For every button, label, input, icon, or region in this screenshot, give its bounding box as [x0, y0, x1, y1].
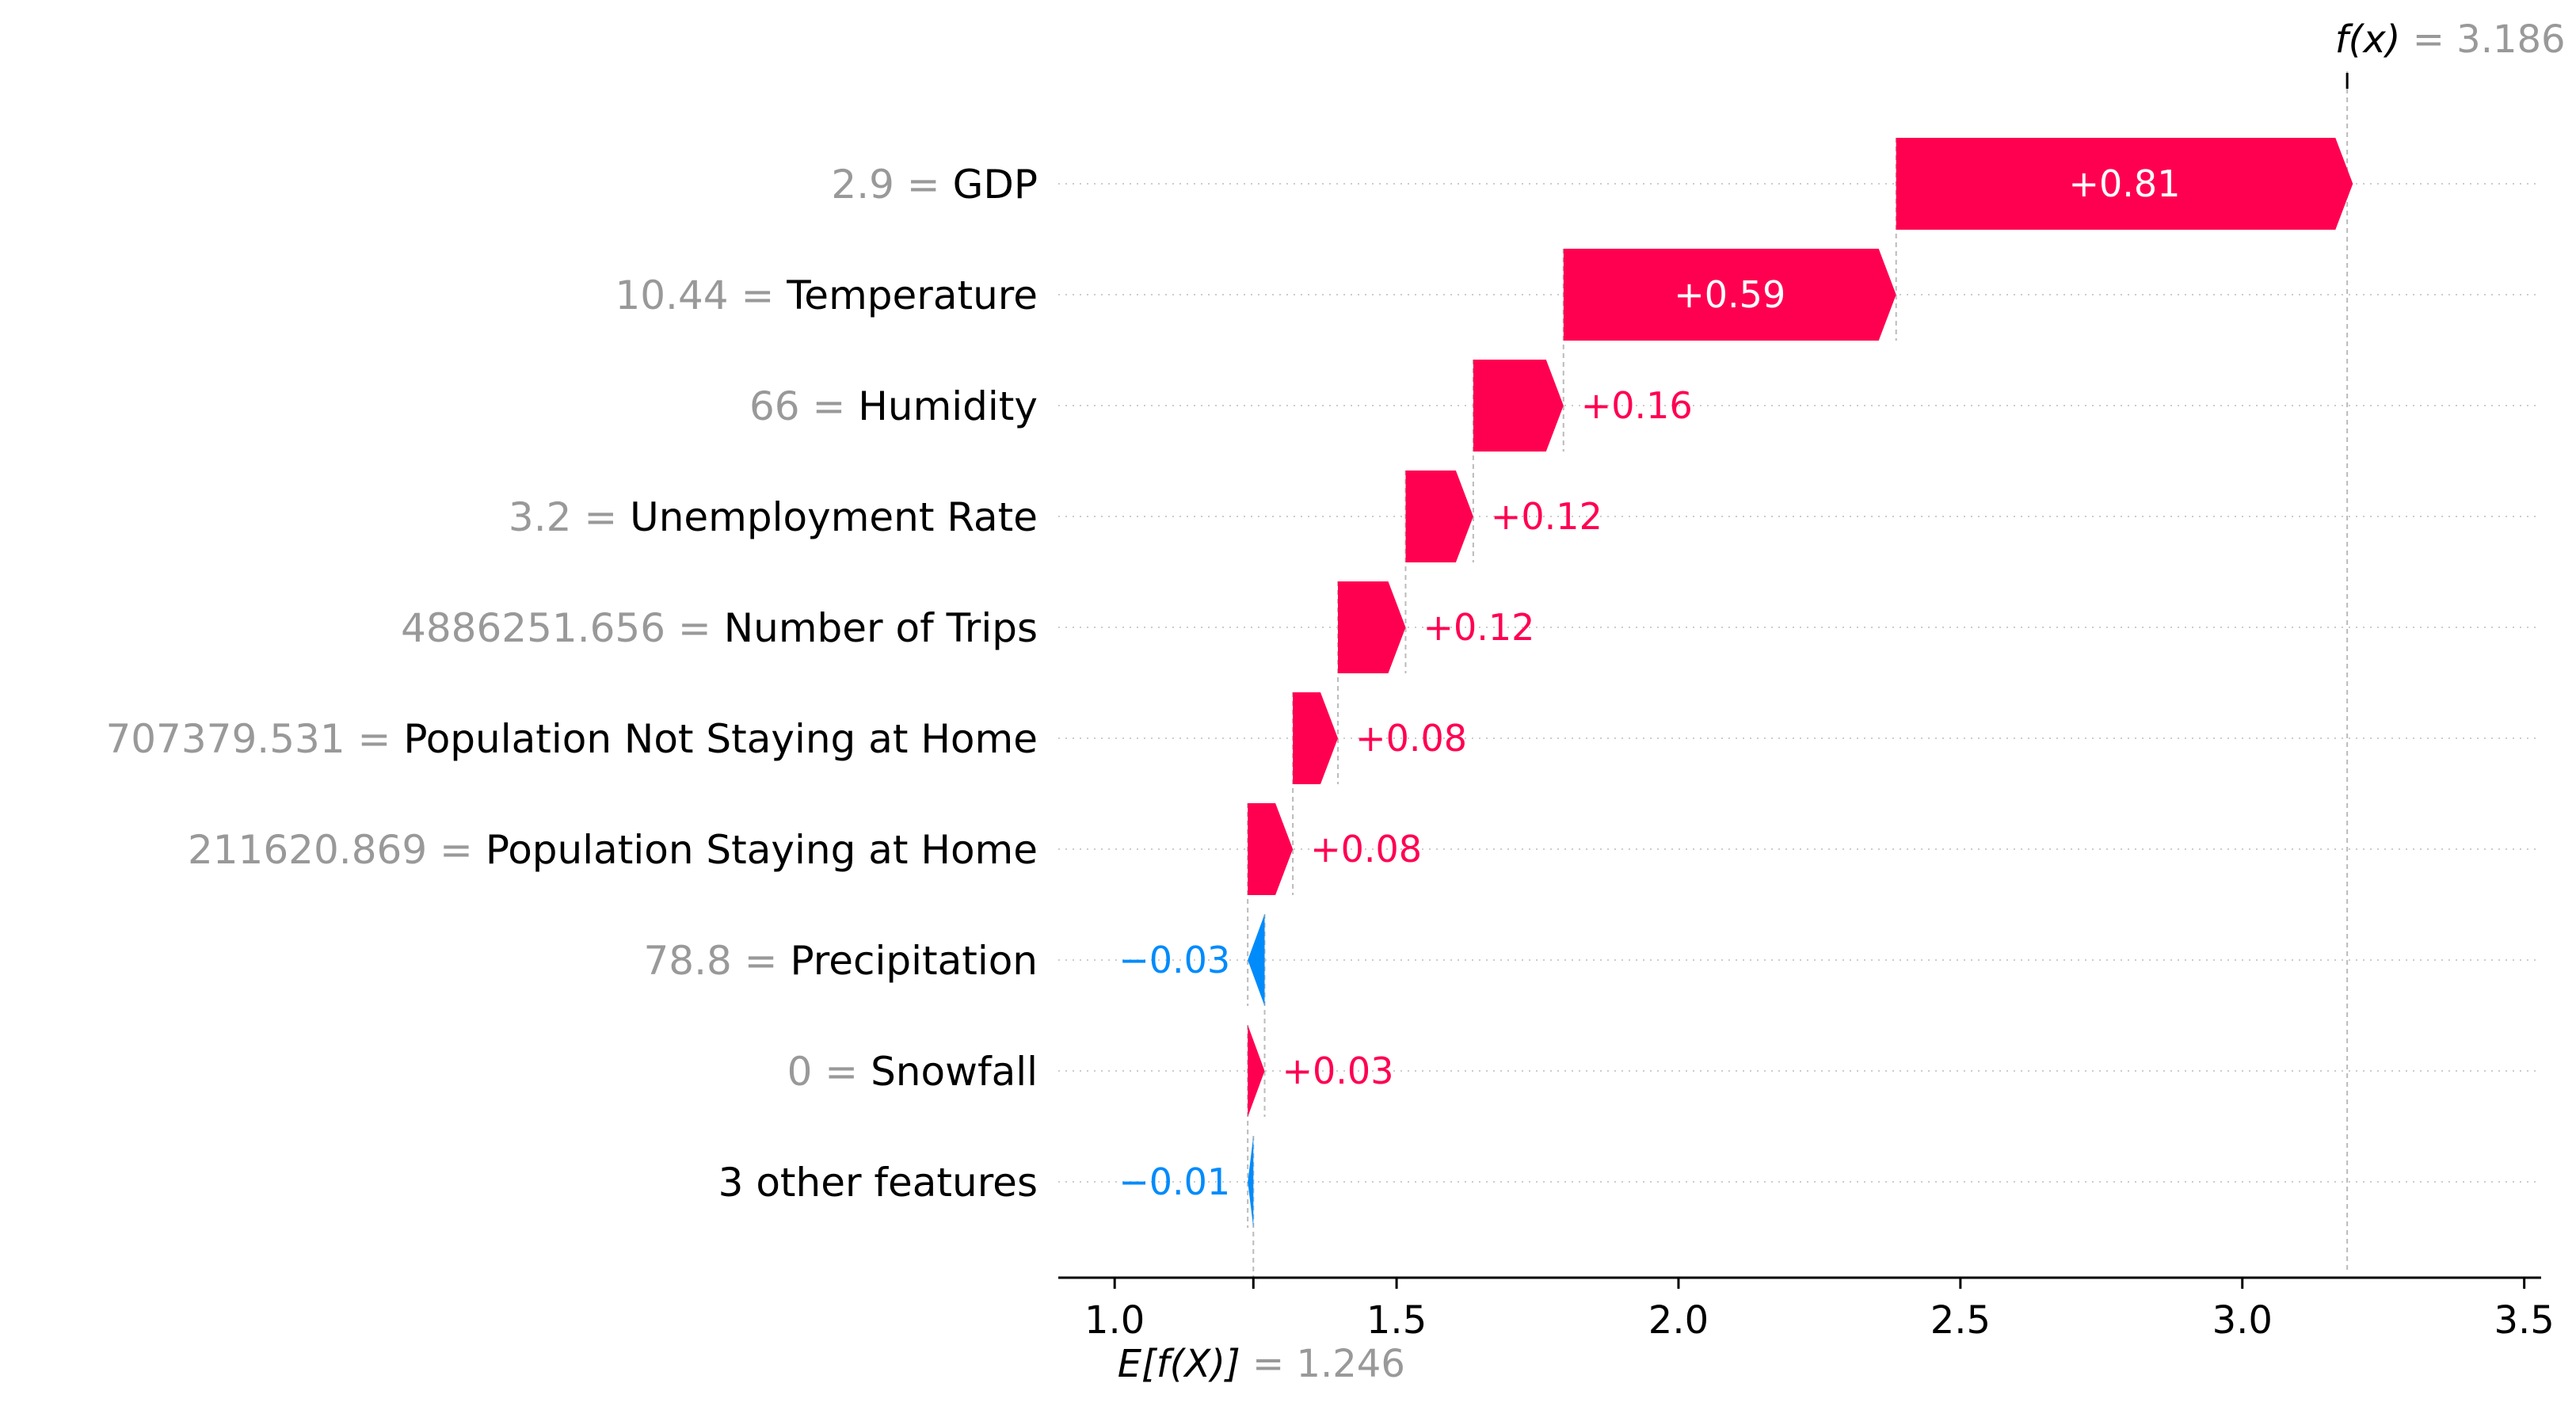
waterfall-bar [1293, 692, 1338, 784]
feature-name: Population Staying at Home [486, 827, 1038, 873]
feature-name: Unemployment Rate [630, 494, 1038, 540]
annotation-layer: E[f(X)] = 1.246 f(x) = 3.186 [1118, 17, 2566, 1386]
base-value-number: = 1.246 [1252, 1342, 1405, 1386]
feature-name: 3 other features [718, 1160, 1038, 1206]
base-value-label: E[f(X)] [1118, 1342, 1252, 1386]
feature-label: 0 = Snowfall [787, 1049, 1038, 1095]
waterfall-bar [1248, 1136, 1254, 1228]
feature-label: 2.9 = GDP [831, 162, 1038, 208]
waterfall-bar [1896, 138, 2353, 230]
output-value-annotation: f(x) = 3.186 [2335, 17, 2566, 62]
contribution-label: +0.16 [1581, 384, 1693, 427]
waterfall-bar [1248, 803, 1294, 895]
feature-value: 2.9 = [831, 162, 952, 208]
feature-name: Number of Trips [724, 605, 1038, 651]
label-layer: +0.81 2.9 = GDP +0.59 10.44 = Temperature +0… [105, 162, 2180, 1206]
feature-label: 4886251.656 = Number of Trips [401, 605, 1038, 651]
waterfall-bar [1473, 360, 1564, 452]
feature-label: 3.2 = Unemployment Rate [509, 494, 1038, 540]
output-value-number: = 3.186 [2413, 17, 2566, 62]
feature-name: Population Not Staying at Home [403, 716, 1038, 762]
feature-name: Precipitation [790, 938, 1038, 984]
feature-label: 707379.531 = Population Not Staying at H… [105, 716, 1038, 762]
x-tick-label: 1.5 [1366, 1298, 1427, 1343]
feature-value: 211620.869 = [188, 827, 486, 873]
feature-name: Snowfall [871, 1049, 1038, 1095]
feature-name: Humidity [858, 383, 1038, 429]
feature-value: 3.2 = [509, 494, 630, 540]
base-value-annotation: E[f(X)] = 1.246 [1118, 1342, 1405, 1386]
feature-value: 707379.531 = [105, 716, 403, 762]
x-tick-label: 2.5 [1930, 1298, 1991, 1343]
contribution-label: +0.81 [2069, 162, 2181, 205]
waterfall-bar [1405, 471, 1473, 562]
feature-label: 10.44 = Temperature [615, 272, 1038, 318]
feature-value: 66 = [749, 383, 858, 429]
feature-value: 0 = [787, 1049, 871, 1095]
waterfall-bar [1248, 914, 1265, 1006]
contribution-label: +0.12 [1423, 606, 1534, 649]
feature-name: Temperature [786, 272, 1038, 318]
feature-label: 78.8 = Precipitation [643, 938, 1038, 984]
x-tick-label: 1.0 [1084, 1298, 1145, 1343]
feature-label: 3 other features [718, 1160, 1038, 1206]
x-axis: 1.0 1.5 2.0 2.5 3.0 3.5 [1058, 73, 2555, 1343]
contribution-label: +0.08 [1310, 828, 1422, 871]
x-tick-label: 3.5 [2494, 1298, 2554, 1343]
feature-label: 66 = Humidity [749, 383, 1038, 429]
contribution-label: −0.01 [1118, 1160, 1230, 1203]
feature-value: 4886251.656 = [401, 605, 724, 651]
x-tick-label: 3.0 [2212, 1298, 2273, 1343]
feature-label: 211620.869 = Population Staying at Home [188, 827, 1038, 873]
feature-value: 78.8 = [643, 938, 790, 984]
contribution-label: +0.08 [1355, 717, 1467, 760]
output-value-label: f(x) [2335, 17, 2413, 62]
contribution-label: +0.59 [1674, 273, 1785, 316]
waterfall-bar [1338, 581, 1406, 673]
connector-layer [1247, 71, 2349, 1278]
feature-name: GDP [953, 162, 1038, 208]
contribution-label: +0.03 [1282, 1050, 1394, 1092]
feature-value: 10.44 = [615, 272, 787, 318]
waterfall-bar [1248, 1025, 1265, 1117]
bar-layer [1248, 138, 2353, 1228]
x-tick-label: 2.0 [1648, 1298, 1709, 1343]
contribution-label: −0.03 [1118, 939, 1230, 981]
waterfall-bar [1563, 249, 1896, 341]
contribution-label: +0.12 [1491, 495, 1602, 538]
